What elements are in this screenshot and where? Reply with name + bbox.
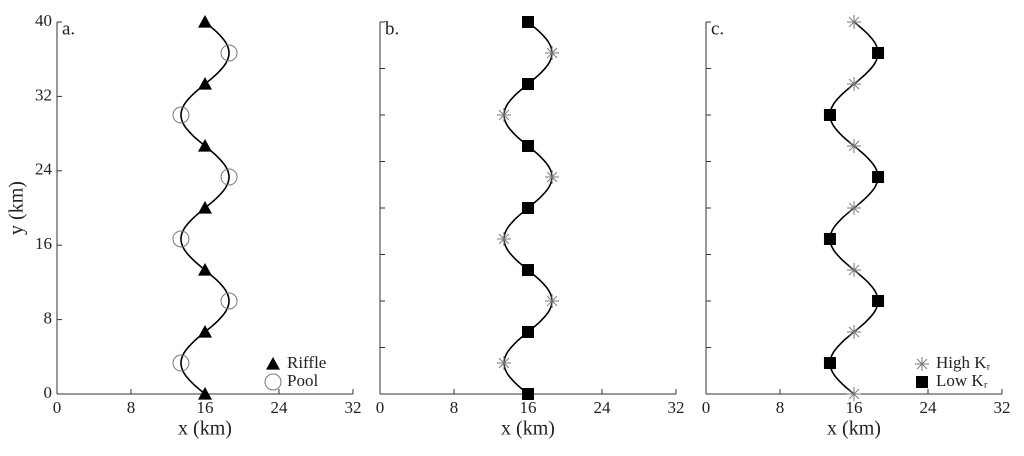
legend-label: Pool — [287, 371, 318, 390]
x-tick-label: 24 — [920, 398, 938, 417]
asterisk-stroke — [848, 264, 860, 276]
legend-label: Low Kᵣ — [936, 371, 988, 390]
asterisk-marker — [496, 356, 511, 371]
asterisk-marker — [496, 108, 511, 122]
asterisk-marker — [847, 324, 861, 339]
square-marker — [916, 376, 928, 388]
panel-label: b. — [385, 18, 399, 39]
x-axis-label: x (km) — [827, 418, 881, 440]
asterisk-marker — [847, 77, 861, 92]
circle-marker — [220, 44, 238, 62]
triangle-marker — [198, 387, 212, 400]
x-axis-label: x (km) — [178, 418, 232, 440]
x-tick-label: 16 — [520, 398, 537, 417]
asterisk-stroke — [498, 109, 510, 121]
circle-marker — [172, 106, 190, 124]
asterisk-marker — [496, 231, 511, 246]
x-tick-label: 0 — [376, 398, 385, 417]
square-marker — [823, 232, 836, 245]
circle-marker — [264, 373, 282, 391]
asterisk-stroke — [848, 16, 860, 28]
asterisk-stroke — [848, 202, 860, 214]
y-axis-label: y (km) — [6, 181, 28, 235]
x-tick-label: 8 — [127, 398, 136, 417]
x-tick-label: 0 — [53, 398, 62, 417]
y-tick-label: 16 — [35, 234, 52, 253]
x-tick-label: 8 — [776, 398, 785, 417]
asterisk-stroke — [546, 47, 558, 59]
y-tick-label: 0 — [44, 383, 53, 402]
y-tick-label: 24 — [35, 160, 53, 179]
asterisk-stroke — [848, 78, 860, 90]
x-tick-label: 24 — [594, 398, 612, 417]
panel-label: a. — [62, 18, 75, 39]
square-marker — [522, 139, 534, 152]
x-tick-label: 32 — [668, 398, 685, 417]
asterisk-marker — [847, 138, 861, 153]
y-tick-label: 8 — [44, 309, 53, 328]
asterisk-marker — [545, 45, 560, 60]
square-marker — [823, 109, 836, 121]
square-marker — [522, 325, 534, 338]
asterisk-marker — [847, 263, 861, 278]
legend-label: High Kᵣ — [936, 353, 991, 372]
asterisk-marker — [915, 357, 929, 371]
y-tick-label: 32 — [35, 85, 52, 104]
asterisk-stroke — [848, 326, 860, 338]
y-tick-label: 40 — [35, 11, 52, 30]
circle-marker — [220, 292, 238, 310]
panel-label: c. — [711, 18, 724, 39]
circle-marker — [172, 230, 190, 248]
square-marker — [872, 171, 885, 184]
asterisk-stroke — [498, 357, 510, 369]
square-marker — [872, 295, 885, 307]
square-marker — [522, 264, 534, 277]
triangle-marker — [198, 324, 212, 338]
square-marker — [522, 388, 534, 400]
square-marker — [872, 46, 885, 59]
asterisk-stroke — [498, 233, 510, 245]
x-tick-label: 32 — [345, 398, 362, 417]
x-tick-label: 32 — [994, 398, 1011, 417]
asterisk-marker — [847, 15, 861, 29]
triangle-marker — [198, 201, 212, 214]
x-tick-label: 24 — [271, 398, 289, 417]
triangle-marker — [266, 357, 280, 370]
x-axis-label: x (km) — [501, 418, 555, 440]
asterisk-stroke — [546, 295, 558, 307]
square-marker — [522, 202, 534, 214]
asterisk-marker — [545, 294, 560, 308]
circle-marker — [172, 354, 190, 372]
x-tick-label: 0 — [702, 398, 711, 417]
x-tick-label: 16 — [197, 398, 214, 417]
asterisk-stroke — [916, 358, 928, 370]
triangle-marker — [198, 138, 212, 152]
asterisk-marker — [847, 387, 861, 401]
square-marker — [823, 357, 836, 370]
asterisk-stroke — [546, 171, 558, 183]
triangle-marker — [198, 263, 212, 276]
asterisk-marker — [847, 201, 861, 215]
asterisk-marker — [545, 170, 560, 185]
triangle-marker — [198, 15, 212, 28]
asterisk-stroke — [848, 388, 860, 400]
asterisk-stroke — [848, 140, 860, 152]
circle-marker — [220, 168, 238, 186]
square-marker — [522, 78, 534, 91]
x-tick-label: 8 — [450, 398, 459, 417]
triangle-marker — [198, 77, 212, 90]
square-marker — [522, 16, 534, 28]
legend-label: Riffle — [287, 353, 326, 372]
x-tick-label: 16 — [846, 398, 863, 417]
